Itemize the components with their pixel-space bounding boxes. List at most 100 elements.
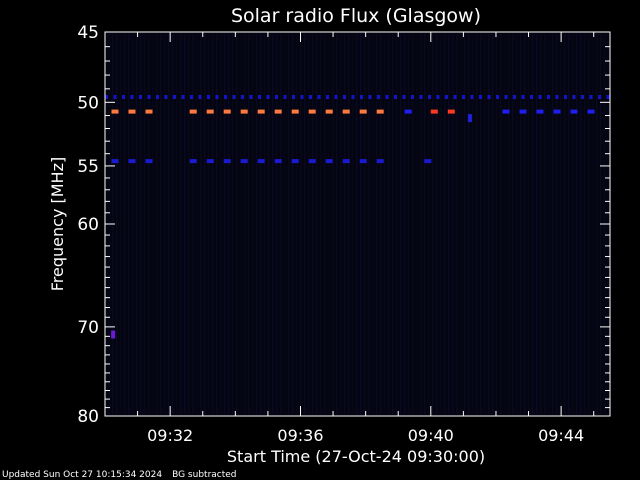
emission-dash: [317, 95, 321, 99]
emission-dash: [462, 95, 465, 99]
emission-dash: [436, 95, 440, 99]
emission-dash: [223, 109, 231, 114]
noise-stripe: [392, 34, 394, 414]
noise-stripe: [564, 34, 566, 414]
noise-stripe: [388, 34, 390, 414]
emission-dash: [130, 95, 134, 99]
noise-stripe: [276, 34, 278, 414]
y-axis-ticks: 45 50 55 60 70 80: [77, 23, 610, 427]
noise-stripe: [292, 34, 294, 414]
noise-stripe: [384, 34, 386, 414]
noise-stripe: [568, 34, 570, 414]
emission-dash: [147, 95, 151, 99]
noise-stripe: [184, 34, 186, 414]
emission-dash: [555, 95, 559, 99]
noise-stripe: [264, 34, 266, 414]
noise-stripe: [352, 34, 354, 414]
noise-stripe: [228, 34, 230, 414]
emission-dash: [404, 109, 412, 114]
noise-stripe: [476, 34, 478, 414]
noise-stripe: [400, 34, 402, 414]
emission-dash: [241, 95, 244, 99]
emission-dash: [589, 95, 593, 99]
noise-stripe: [180, 34, 182, 414]
noise-stripe: [576, 34, 578, 414]
plot-background: [105, 32, 610, 416]
emission-dash: [249, 95, 253, 99]
noise-stripe: [296, 34, 298, 414]
noise-stripe: [404, 34, 406, 414]
emission-dash: [206, 159, 214, 164]
noise-stripe: [492, 34, 494, 414]
emission-dash: [487, 95, 491, 99]
noise-stripe: [172, 34, 174, 414]
x-tick-label: 09:36: [277, 426, 323, 445]
emission-dash: [139, 95, 142, 99]
bg-note: BG subtracted: [172, 470, 237, 480]
noise-stripe: [540, 34, 542, 414]
noise-stripe: [572, 34, 574, 414]
y-tick-label: 50: [77, 93, 99, 113]
y-tick-label: 55: [77, 157, 99, 177]
noise-stripe: [372, 34, 374, 414]
noise-stripe: [212, 34, 214, 414]
emission-dash: [376, 109, 384, 114]
noise-stripe: [124, 34, 126, 414]
emission-dash: [394, 95, 397, 99]
emission-dash: [206, 109, 214, 114]
emission-dash: [122, 95, 125, 99]
emission-lines: [105, 95, 610, 164]
noise-stripe: [120, 34, 122, 414]
emission-dash: [266, 95, 270, 99]
noise-stripe: [544, 34, 546, 414]
noise-stripe: [364, 34, 366, 414]
noise-stripe: [592, 34, 594, 414]
emission-dash: [504, 95, 508, 99]
noise-stripe: [484, 34, 486, 414]
noise-stripe: [236, 34, 238, 414]
emission-dash: [598, 95, 601, 99]
noise-stripe: [516, 34, 518, 414]
emission-dash: [325, 109, 333, 114]
noise-stripe: [560, 34, 562, 414]
noise-stripe: [132, 34, 134, 414]
emission-dash: [572, 95, 576, 99]
emission-dash: [419, 95, 423, 99]
emission-dash: [496, 95, 499, 99]
noise-stripe: [396, 34, 398, 414]
emission-dash: [334, 95, 338, 99]
noise-stripe: [416, 34, 418, 414]
emission-dash: [368, 95, 372, 99]
emission-dash: [385, 95, 389, 99]
noise-stripe: [444, 34, 446, 414]
emission-dash: [190, 95, 193, 99]
emission-dash: [538, 95, 542, 99]
emission-dash: [521, 95, 525, 99]
noise-stripe: [288, 34, 290, 414]
noise-stripe: [528, 34, 530, 414]
emission-dash: [430, 109, 438, 114]
emission-dash: [300, 95, 304, 99]
emission-dash: [513, 95, 516, 99]
noise-stripe: [376, 34, 378, 414]
emission-dash: [377, 95, 380, 99]
noise-stripe: [332, 34, 334, 414]
noise-stripe: [340, 34, 342, 414]
y-axis-label: Frequency [MHz]: [48, 157, 67, 291]
noise-stripe: [252, 34, 254, 414]
emission-dash: [283, 95, 287, 99]
noise-stripe: [464, 34, 466, 414]
emission-dash: [292, 95, 295, 99]
emission-dash: [274, 109, 282, 114]
noise-stripe: [304, 34, 306, 414]
emission-dash: [111, 109, 119, 114]
noise-stripe: [208, 34, 210, 414]
y-tick-label: 80: [77, 407, 99, 427]
noise-stripe: [536, 34, 538, 414]
emission-dash: [553, 109, 561, 114]
noise-stripe: [192, 34, 194, 414]
noise-stripe: [328, 34, 330, 414]
noise-stripe: [432, 34, 434, 414]
noise-stripe: [224, 34, 226, 414]
